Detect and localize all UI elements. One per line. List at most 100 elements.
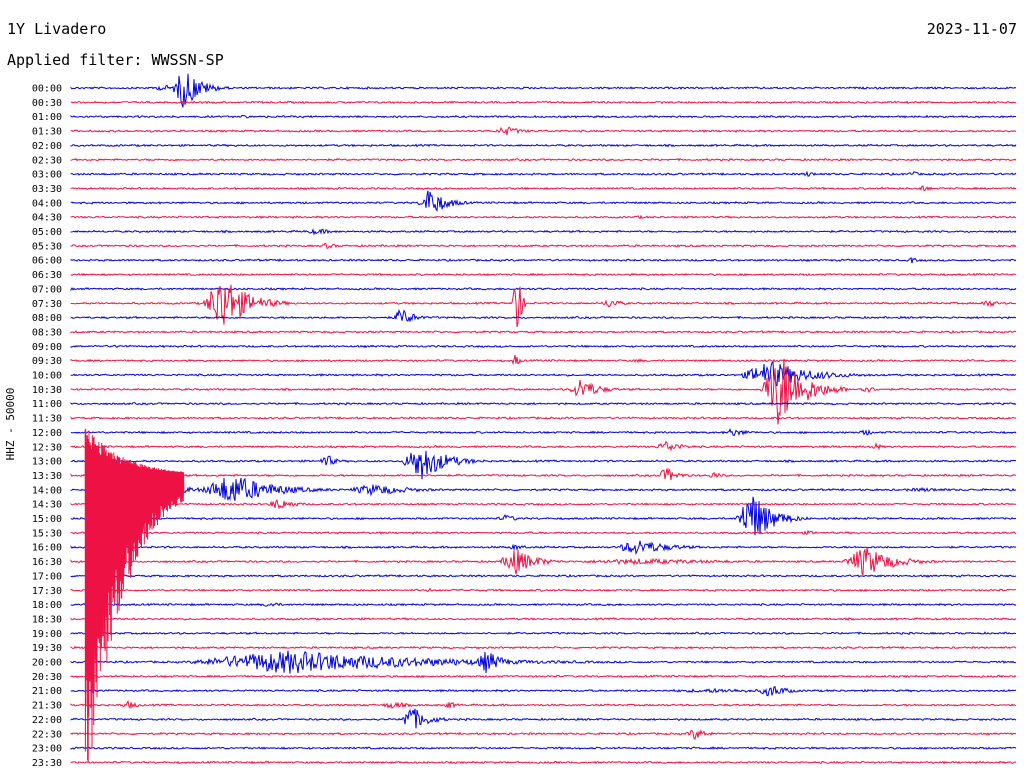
time-label: 02:00 [32, 141, 62, 152]
time-label: 09:30 [32, 356, 62, 367]
trace-2100 [70, 685, 1017, 697]
time-label: 20:30 [32, 672, 62, 683]
time-label: 12:00 [32, 428, 62, 439]
trace-0000 [70, 73, 1017, 108]
time-label: 16:00 [32, 543, 62, 554]
time-label: 00:00 [32, 84, 62, 95]
trace-0630 [70, 272, 1017, 277]
trace-1800 [70, 602, 1017, 607]
trace-0400 [70, 190, 1017, 212]
time-label: 08:00 [32, 313, 62, 324]
time-label: 17:30 [32, 586, 62, 597]
trace-0230 [70, 157, 1017, 162]
time-label: 14:30 [32, 500, 62, 511]
trace-1600 [70, 540, 1017, 556]
trace-1330 [70, 467, 1017, 481]
time-label: 15:30 [32, 528, 62, 539]
time-label: 03:00 [32, 170, 62, 181]
trace-0330 [70, 185, 1017, 192]
time-label: 04:00 [32, 198, 62, 209]
trace-1130 [70, 415, 1017, 420]
trace-0830 [70, 329, 1017, 334]
trace-1300 [70, 450, 1017, 480]
time-label: 01:30 [32, 127, 62, 138]
trace-0500 [70, 227, 1017, 236]
trace-0900 [70, 344, 1017, 349]
time-label: 09:00 [32, 342, 62, 353]
y-axis-label-text: HHZ - 50000 [4, 388, 17, 461]
time-label: 13:30 [32, 471, 62, 482]
time-label: 03:30 [32, 184, 62, 195]
trace-1430 [70, 499, 1017, 510]
trace-2130 [70, 700, 1017, 710]
time-label: 21:30 [32, 701, 62, 712]
trace-1730 [70, 587, 1017, 593]
time-label: 10:30 [32, 385, 62, 396]
time-label: 14:00 [32, 485, 62, 496]
trace-0530 [70, 242, 1017, 249]
trace-2300 [70, 746, 1017, 750]
trace-0130 [70, 126, 1017, 136]
trace-1400 [70, 477, 1017, 502]
trace-0600 [70, 256, 1017, 264]
time-label: 07:30 [32, 299, 62, 310]
trace-0930 [70, 354, 1017, 366]
time-label: 08:30 [32, 327, 62, 338]
trace-0800 [70, 308, 1017, 322]
trace-1530 [70, 529, 1017, 535]
trace-1900 [70, 631, 1017, 636]
time-label: 10:00 [32, 371, 62, 382]
time-label: 11:30 [32, 414, 62, 425]
time-label: 13:00 [32, 457, 62, 468]
trace-0200 [70, 143, 1017, 148]
time-label: 22:30 [32, 729, 62, 740]
trace-1100 [70, 401, 1017, 406]
time-label: 02:30 [32, 155, 62, 166]
time-label: 01:00 [32, 112, 62, 123]
trace-0730 [70, 284, 1017, 328]
trace-1830 [70, 617, 1017, 621]
trace-1200 [70, 428, 1017, 437]
time-label: 07:00 [32, 284, 62, 295]
time-label: 21:00 [32, 686, 62, 697]
trace-0300 [70, 170, 1017, 177]
trace-1630 [70, 547, 1017, 576]
time-label: 20:00 [32, 658, 62, 669]
trace-1700 [70, 573, 1017, 578]
y-axis-label: HHZ - 50000 [4, 388, 17, 461]
trace-1030 [70, 358, 1017, 425]
time-label: 23:30 [32, 758, 62, 769]
trace-1500 [70, 496, 1017, 536]
major-event-trace [84, 428, 185, 763]
trace-0030 [70, 100, 1017, 105]
trace-2030 [70, 674, 1017, 679]
time-label: 19:30 [32, 643, 62, 654]
date-label: 2023-11-07 [926, 20, 1017, 38]
trace-2330 [70, 760, 1017, 765]
trace-2200 [70, 708, 1017, 729]
time-label: 11:00 [32, 399, 62, 410]
filter-label: Applied filter: WWSSN-SP [7, 51, 224, 69]
time-label: 18:00 [32, 600, 62, 611]
time-label: 00:30 [32, 98, 62, 109]
time-label: 18:30 [32, 614, 62, 625]
time-label: 05:30 [32, 241, 62, 252]
time-label: 19:00 [32, 629, 62, 640]
trace-0100 [70, 114, 1017, 119]
trace-0700 [70, 287, 1017, 292]
time-label: 17:00 [32, 571, 62, 582]
trace-2230 [70, 729, 1017, 740]
trace-1000 [70, 361, 1017, 387]
trace-2000 [70, 650, 1017, 674]
time-label: 06:00 [32, 256, 62, 267]
time-label: 23:00 [32, 744, 62, 755]
trace-1230 [70, 440, 1017, 452]
trace-0430 [70, 214, 1017, 220]
time-label: 16:30 [32, 557, 62, 568]
time-label: 05:00 [32, 227, 62, 238]
trace-1930 [70, 645, 1017, 650]
station-title: 1Y Livadero [7, 20, 107, 38]
time-label: 06:30 [32, 270, 62, 281]
time-label: 22:00 [32, 715, 62, 726]
